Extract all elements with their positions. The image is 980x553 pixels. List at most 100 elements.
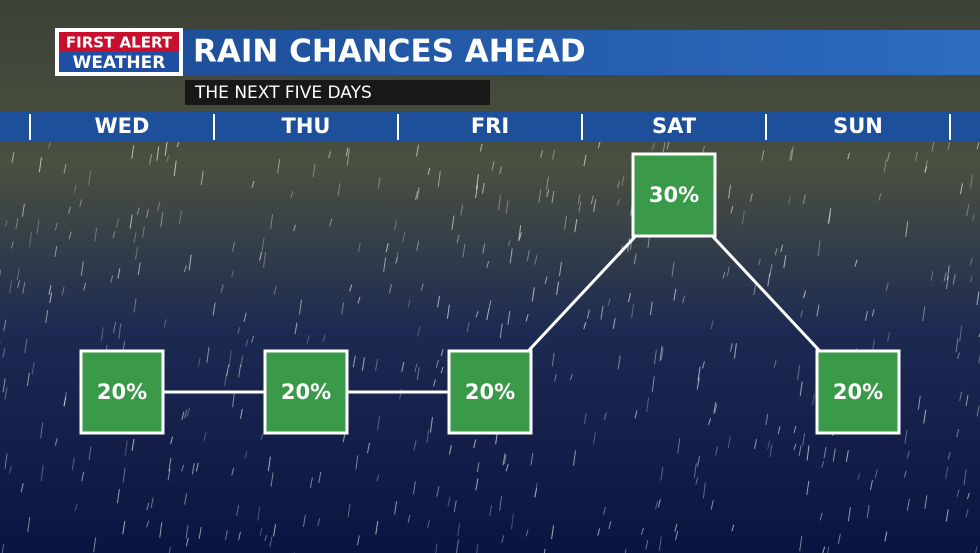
rain-streak: [677, 438, 681, 454]
rain-streak: [40, 422, 44, 439]
rain-streak: [475, 311, 479, 318]
rain-streak: [499, 323, 503, 339]
rain-streak: [26, 372, 30, 386]
rain-streak: [226, 364, 230, 376]
rain-streak: [21, 203, 25, 217]
rain-streak: [440, 366, 444, 374]
rain-streak: [236, 505, 240, 516]
rain-streak: [383, 257, 387, 272]
rain-streak: [345, 147, 349, 157]
rain-streak: [20, 483, 24, 493]
rain-streak: [660, 347, 664, 361]
rain-streak: [832, 448, 836, 462]
rain-streak: [710, 500, 714, 510]
rain-streak: [501, 535, 505, 543]
rain-streak: [302, 514, 306, 527]
rain-streak: [945, 466, 949, 479]
value-box: [631, 152, 717, 238]
rain-streak: [117, 268, 121, 279]
rain-streak: [457, 523, 461, 537]
rain-streak: [376, 474, 380, 482]
rain-streak: [17, 280, 21, 288]
rain-streak: [645, 540, 649, 550]
rain-streak: [847, 507, 851, 522]
rain-streak: [11, 152, 15, 163]
rain-streak: [646, 397, 650, 413]
rain-streak: [239, 408, 243, 419]
rain-streak: [969, 275, 973, 283]
rain-streak: [923, 409, 927, 424]
rain-streak: [783, 255, 787, 268]
rain-streak: [917, 395, 921, 410]
rain-streak: [837, 533, 841, 545]
rain-streak: [191, 462, 195, 475]
rain-streak: [251, 335, 255, 343]
rain-streak: [4, 219, 8, 227]
rain-streak: [63, 163, 67, 174]
rain-streak: [294, 322, 298, 335]
rain-streak: [437, 295, 441, 308]
rain-streak: [797, 365, 801, 381]
rain-streak: [435, 543, 438, 553]
rain-streak: [317, 518, 321, 527]
rain-streak: [507, 310, 511, 325]
rain-streak: [969, 174, 973, 189]
rain-streak: [510, 513, 514, 530]
rain-streak: [150, 497, 154, 508]
rain-streak: [243, 312, 247, 322]
rain-streak: [924, 165, 928, 173]
rain-streak: [352, 355, 356, 368]
rain-streak: [164, 141, 168, 156]
rain-streak: [816, 304, 820, 317]
rain-streak: [357, 243, 361, 253]
rain-streak: [420, 283, 424, 291]
rain-streak: [722, 271, 726, 279]
rain-streak: [651, 143, 655, 150]
rain-streak: [788, 196, 792, 205]
rain-streak: [407, 299, 411, 308]
rain-streak: [817, 240, 821, 256]
rain-streak: [270, 214, 274, 230]
rain-streak: [963, 469, 967, 486]
rain-streak: [267, 456, 271, 472]
rain-streak: [544, 276, 548, 285]
rain-streak: [551, 525, 555, 540]
rain-streak: [181, 464, 185, 472]
rain-streak: [545, 176, 549, 190]
rain-streak: [212, 302, 216, 316]
rain-streak: [133, 232, 137, 244]
rain-streak: [803, 290, 807, 299]
rain-streak: [414, 190, 418, 200]
rain-streak: [662, 141, 666, 153]
rain-streak: [666, 141, 670, 150]
rain-streak: [538, 189, 542, 203]
rain-streak: [702, 145, 706, 154]
rain-streak: [715, 446, 718, 456]
rain-streak: [93, 537, 97, 553]
rain-streak: [864, 310, 868, 321]
rain-streak: [240, 355, 244, 368]
rain-streak: [874, 469, 878, 479]
rain-streak: [945, 509, 949, 522]
rain-streak: [414, 363, 418, 373]
x-tick-label: THU: [282, 114, 331, 138]
rain-streak: [600, 305, 604, 320]
rain-streak: [435, 359, 439, 368]
rain-streak: [100, 327, 104, 341]
rain-streak: [290, 190, 294, 199]
rain-streak: [184, 409, 188, 419]
rain-streak: [563, 215, 567, 231]
rain-streak: [293, 224, 297, 232]
rain-streak: [355, 455, 359, 470]
rain-streak: [612, 318, 616, 329]
rain-streak: [729, 343, 733, 352]
rain-streak: [361, 357, 365, 371]
rain-streak: [270, 472, 274, 487]
rain-streak: [780, 244, 784, 252]
rain-streak: [525, 529, 529, 537]
rain-streak: [577, 193, 581, 204]
x-tick-label: SAT: [652, 114, 697, 138]
rain-streak: [228, 350, 232, 367]
rain-streak: [546, 189, 550, 198]
rain-streak: [388, 283, 392, 294]
